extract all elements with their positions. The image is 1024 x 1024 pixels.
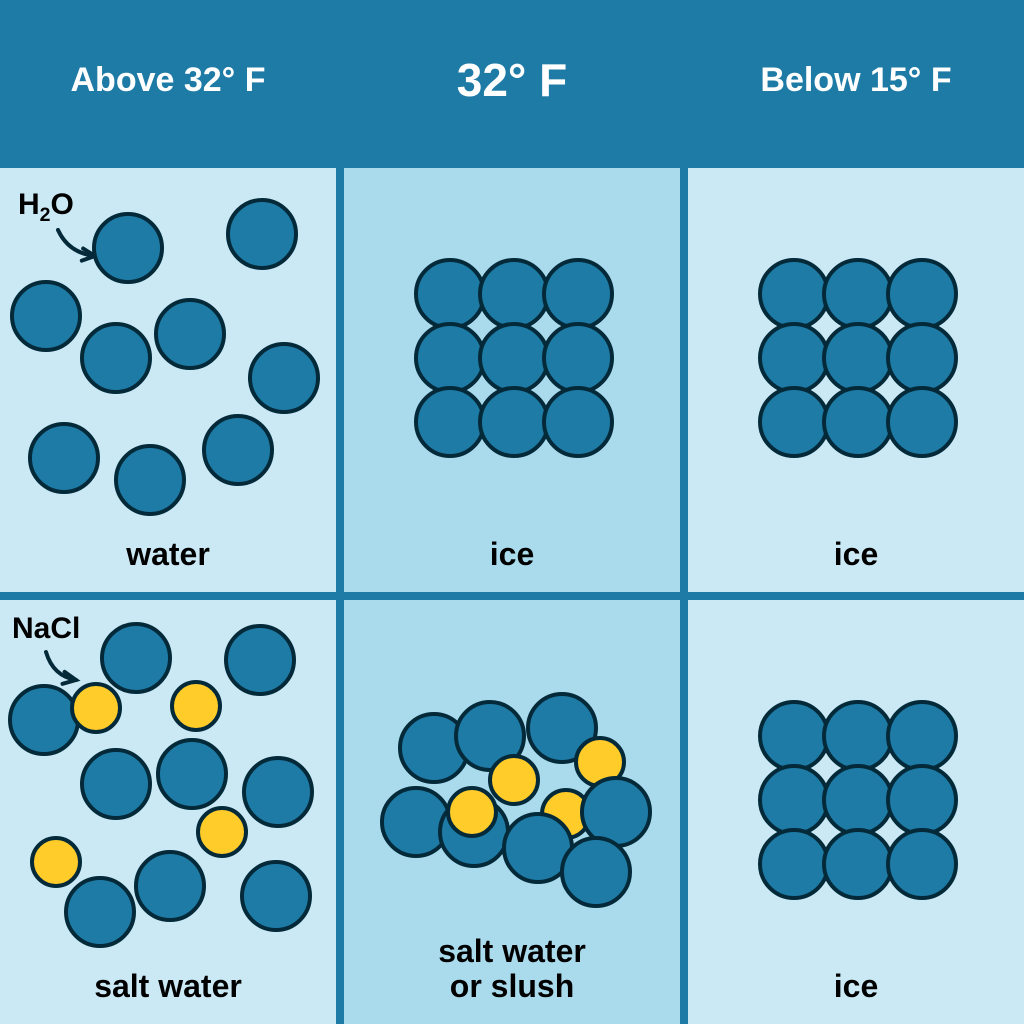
header-col-1: Above 32° F: [0, 0, 336, 160]
cell-ice-below15: ice: [688, 168, 1024, 592]
cell-water: H2O water: [0, 168, 336, 592]
header-col-3: Below 15° F: [688, 0, 1024, 160]
header-label-2: 32° F: [457, 53, 567, 107]
header-label-3: Below 15° F: [760, 61, 951, 100]
cell-saltwater: NaCl salt water: [0, 600, 336, 1024]
saltwater-molecules-svg: [0, 600, 336, 1024]
header-label-1: Above 32° F: [71, 61, 266, 100]
header-col-2: 32° F: [344, 0, 680, 160]
diagram-grid: Above 32° F 32° F Below 15° F H2O water …: [0, 0, 1024, 1024]
slush-molecules-svg: [344, 600, 680, 1024]
cell-ice-salt-below15: ice: [688, 600, 1024, 1024]
ice-lattice-svg-2: [688, 168, 1024, 592]
formula-nacl: NaCl: [12, 612, 80, 646]
ice-lattice-svg-1: [344, 168, 680, 592]
formula-h2o: H2O: [18, 188, 74, 227]
water-molecules-svg: [0, 168, 336, 592]
ice-lattice-svg-3: [688, 600, 1024, 1024]
cell-slush: salt water or slush: [344, 600, 680, 1024]
cell-ice-32: ice: [344, 168, 680, 592]
